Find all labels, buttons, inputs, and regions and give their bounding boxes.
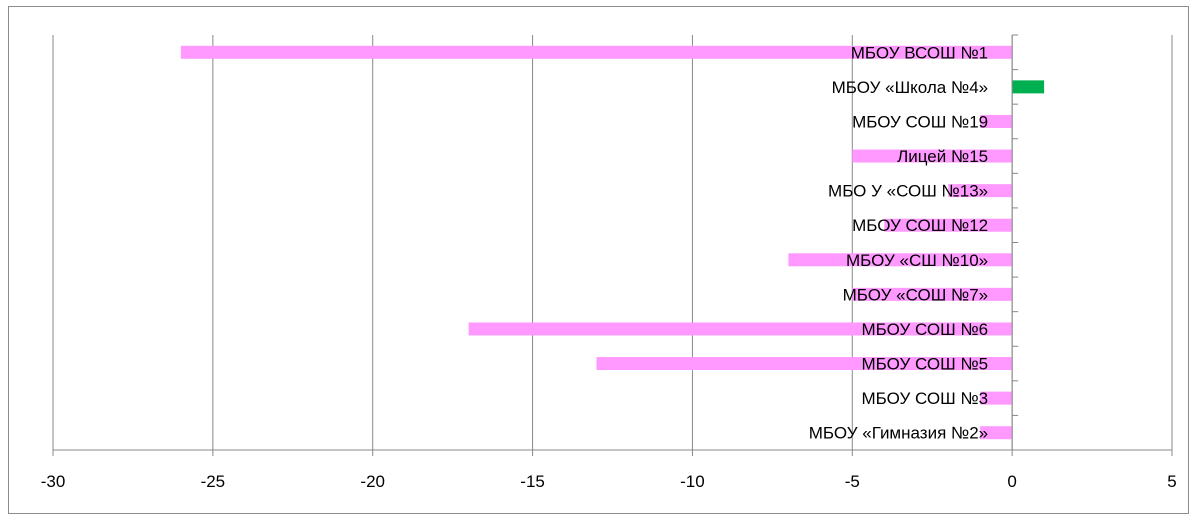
gridlines — [52, 35, 1173, 450]
category-label: МБО У «СОШ №13» — [828, 182, 988, 201]
x-tick-labels: -30 -25 -20 -15 -10 -5 0 5 — [41, 472, 1177, 491]
category-label: МБОУ СОШ №12 — [852, 216, 988, 235]
bar — [980, 391, 1013, 405]
category-label: МБОУ «Школа №4» — [832, 78, 989, 97]
bar — [852, 287, 1013, 301]
bar — [596, 357, 1013, 371]
category-label: МБОУ «Гимназия №2» — [809, 424, 988, 443]
bar — [852, 149, 1013, 163]
bar — [468, 322, 1013, 336]
x-tick-label: -25 — [201, 472, 226, 491]
bar — [788, 253, 1013, 267]
x-tick-label: -10 — [680, 472, 705, 491]
category-label: МБОУ «СОШ №7» — [843, 285, 989, 304]
bar — [180, 45, 1013, 59]
x-tick-label: 0 — [1007, 472, 1016, 491]
x-tick-label: -20 — [360, 472, 385, 491]
category-labels: МБОУ ВСОШ №1 МБОУ «Школа №4» МБОУ СОШ №19 Л… — [809, 43, 988, 442]
x-tick-label: -5 — [845, 472, 860, 491]
category-label: МБОУ СОШ №19 — [852, 112, 988, 131]
bar — [980, 426, 1013, 440]
category-label: МБОУ СОШ №6 — [862, 320, 989, 339]
category-label: МБОУ «СШ №10» — [846, 251, 988, 270]
bar — [980, 114, 1013, 128]
bar — [948, 184, 1013, 198]
bar — [884, 218, 1013, 232]
category-label: МБОУ ВСОШ №1 — [851, 43, 988, 62]
category-label: Лицей №15 — [897, 147, 988, 166]
x-tick-label: -15 — [520, 472, 545, 491]
x-tick-label: -30 — [41, 472, 66, 491]
bar — [1012, 80, 1045, 94]
bars — [180, 45, 1045, 440]
x-tick-label: 5 — [1167, 472, 1176, 491]
category-label: МБОУ СОШ №3 — [862, 389, 989, 408]
x-axis — [52, 34, 1173, 456]
category-label: МБОУ СОШ №5 — [862, 355, 989, 374]
